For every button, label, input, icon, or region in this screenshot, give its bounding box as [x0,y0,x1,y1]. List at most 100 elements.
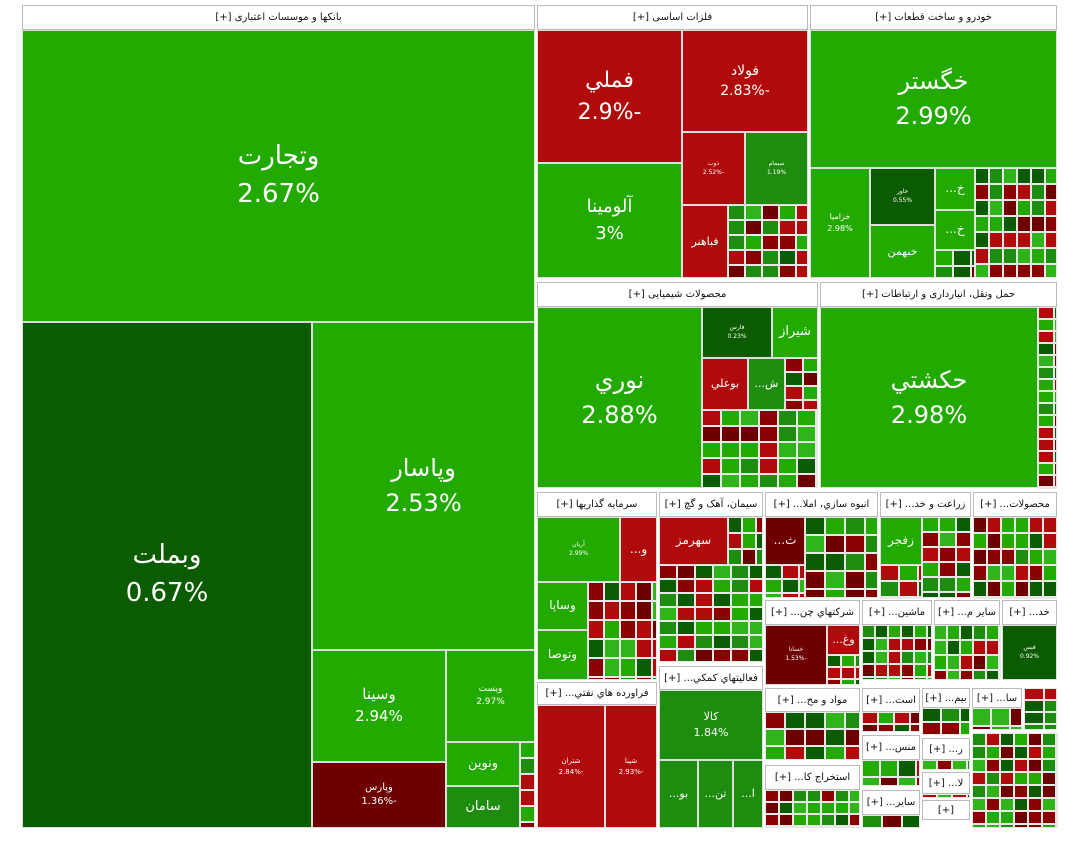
small-tile [975,200,989,216]
stock-tile[interactable]: خاور 0.55% [870,168,935,225]
stock-tile[interactable]: سيمام 1.19% [745,132,808,205]
small-tile [745,205,762,220]
small-tile [1054,307,1057,319]
small-tile [713,565,731,579]
small-tile [1038,415,1054,427]
small-tile [922,532,939,547]
small-tile [1056,798,1058,811]
stock-tile[interactable]: شپنا -2.93% [605,705,657,828]
sector-header[interactable]: لا... [+] [922,772,970,794]
stock-tile[interactable]: فبس 0.92% [1002,625,1057,680]
stock-tile[interactable]: وبملت 0.67% [22,322,312,828]
stock-tile[interactable]: حكشتي 2.98% [820,307,1038,488]
stock-symbol: وتوصا [547,647,578,662]
small-tile [939,592,956,598]
small-tile [1001,565,1015,581]
small-tile [821,826,835,828]
stock-tile[interactable]: وتوصا [537,630,588,680]
small-tile [1038,343,1054,355]
stock-tile[interactable]: ونوين [446,742,520,786]
sector-header[interactable]: بانکها و موسسات اعتباری [+] [22,5,535,30]
small-tile [1014,772,1028,785]
sector-header[interactable]: سا... [+] [972,688,1022,708]
stock-tile[interactable]: زفجر [880,517,922,565]
sector-header[interactable]: ر... [+] [922,738,970,760]
stock-tile[interactable]: ث... [765,517,805,565]
stock-tile[interactable]: آلومينا 3% [537,163,682,278]
sector-header[interactable]: ماشين... [+] [862,600,932,625]
stock-tile[interactable]: وتجارت 2.67% [22,30,535,322]
sector-header[interactable]: فراورده هاي نفتي... [+] [537,682,657,705]
sector-header[interactable]: استخراج کا... [+] [765,765,860,790]
stock-tile[interactable]: و... [620,517,657,582]
small-tile [972,708,991,726]
stock-tile[interactable]: ا... [733,760,763,828]
stock-tile[interactable]: ش... [748,358,785,410]
sector-header[interactable]: محصولات... [+] [973,492,1057,517]
stock-tile[interactable]: ذوب -2.52% [682,132,745,205]
stock-tile[interactable]: خبهمن [870,225,935,278]
stock-tile[interactable]: آريان 2.99% [537,517,620,582]
stock-tile[interactable]: فارس 0.23% [702,307,772,358]
stock-tile[interactable]: خزامیا 2.98% [810,168,870,278]
stock-tile[interactable]: فملي -2.9% [537,30,682,163]
small-tile [1000,798,1014,811]
stock-tile[interactable]: وپاسار 2.53% [312,322,535,650]
small-tile [1031,248,1045,264]
stock-tile[interactable]: سامان [446,786,520,828]
small-tile [805,746,825,760]
stock-tile[interactable]: خ... [935,168,975,210]
stock-tile[interactable]: شيراز [772,307,818,358]
sector-header[interactable]: خد... [+] [1002,600,1057,625]
stock-tile[interactable]: فولاد -2.83% [682,30,808,132]
stock-tile[interactable]: شتران -2.84% [537,705,605,828]
stock-tile[interactable]: فباهنر [682,205,728,278]
stock-symbol: سامان [465,798,501,814]
stock-symbol: سيمام [768,159,785,167]
stock-tile[interactable]: وسينا 2.94% [312,650,446,762]
small-tile [918,565,922,581]
stock-tile[interactable]: وساپا [537,582,588,630]
sector-header[interactable]: شرکتهاي چن... [+] [765,600,860,625]
sector-header[interactable]: سرمایه گذاریها [+] [537,492,657,517]
sector-header[interactable]: فلزات اساسی [+] [537,5,808,30]
sector-header[interactable]: محصولات شیمیایی [+] [537,282,818,307]
small-tile [677,635,695,649]
small-tile [956,577,971,592]
stock-tile[interactable]: خگستر 2.99% [810,30,1057,168]
stock-tile[interactable]: کالا 1.84% [659,690,763,760]
sector-header[interactable]: انبوه سازي، املا... [+] [765,492,878,517]
stock-tile[interactable]: سهرمز [659,517,728,565]
small-tile [953,266,971,278]
stock-tile[interactable]: نوري 2.88% [537,307,702,488]
stock-tile[interactable]: ويست 2.97% [446,650,535,742]
small-tile [756,549,763,565]
small-tile [1024,700,1044,712]
sector-header[interactable]: منس... [+] [862,735,920,760]
sector-header[interactable]: سیمان، آهک و گچ [+] [659,492,763,517]
stock-tile[interactable]: خسانا -1.53% [765,625,827,685]
sector-header[interactable]: بيم... [+] [922,688,970,708]
small-tile [939,547,956,562]
small-tile [1038,367,1054,379]
sector-header[interactable]: ساير... [+] [862,790,920,815]
stock-tile[interactable]: تن... [698,760,733,828]
sector-header[interactable]: زراعت و خد... [+] [880,492,971,517]
stock-tile[interactable]: وپارس -1.36% [312,762,446,828]
sector-header[interactable]: حمل ونقل، انبارداری و ارتباطات [+] [820,282,1057,307]
small-tile [713,579,731,593]
stock-tile[interactable]: بوعلي [702,358,748,410]
stock-tile[interactable]: خ... [935,210,975,250]
stock-tile[interactable]: وغ... [827,625,860,655]
small-tile [731,635,749,649]
stock-tile[interactable]: بو... [659,760,698,828]
small-tile [1001,581,1015,597]
small-tile [742,533,756,549]
sector-header[interactable]: است... [+] [862,688,920,712]
sector-header[interactable]: [+] [922,800,970,820]
sector-header[interactable]: خودرو و ساخت قطعات [+] [810,5,1057,30]
sector-header[interactable]: مواد و مح... [+] [765,688,860,712]
small-tile [1042,811,1056,824]
sector-header[interactable]: فعاليتهاي کمکي... [+] [659,666,763,690]
sector-header[interactable]: ساير م... [+] [934,600,1000,625]
